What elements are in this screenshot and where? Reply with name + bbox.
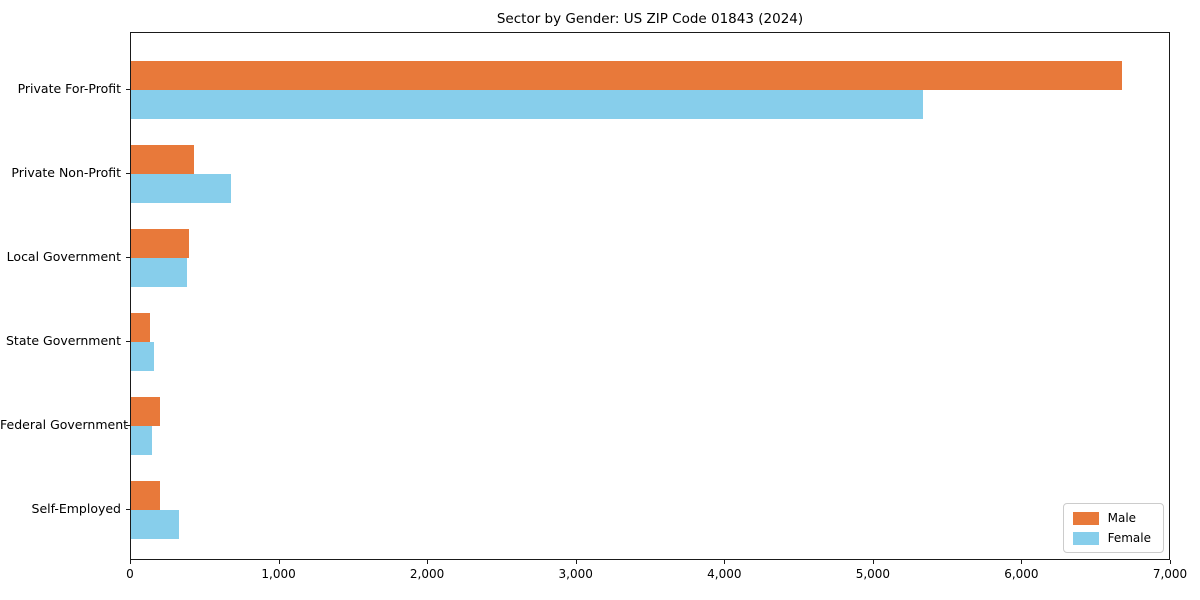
legend-label-female: Female [1107,531,1151,545]
x-axis-tick [872,560,874,564]
bar-male-5 [131,397,160,426]
bar-female-2 [131,174,231,203]
x-axis-tick [278,560,280,564]
chart-title: Sector by Gender: US ZIP Code 01843 (202… [496,11,804,27]
legend-item-female: Female [1072,531,1151,545]
x-axis-tick-label: 5,000 [855,567,891,581]
bar-female-6 [131,510,179,539]
bar-male-4 [131,313,151,342]
x-axis-tick-label: 0 [126,567,134,581]
y-axis-tick [126,257,130,258]
y-axis-label: Self-Employed [31,501,121,516]
y-axis-label: Private Non-Profit [11,165,121,180]
y-axis-label: Private For-Profit [17,81,121,96]
y-axis-tick [126,341,130,342]
legend: Male Female [1062,503,1164,553]
female-series-swatch [1072,531,1099,545]
x-axis-tick-label: 1,000 [261,567,296,581]
y-axis-tick [126,509,130,510]
bar-female-5 [131,426,152,455]
x-axis-tick [130,560,131,564]
bar-female-4 [131,342,154,371]
x-axis-tick-label: 4,000 [707,567,742,581]
y-axis-label: Federal Government [0,417,129,432]
y-axis-tick [126,425,130,426]
bar-male-2 [131,145,195,174]
bar-male-3 [131,229,189,258]
x-axis-tick-label: 6,000 [1004,567,1039,581]
x-axis-tick [724,560,726,564]
x-axis-tick [575,560,577,564]
y-axis-tick [126,173,130,174]
x-axis-tick [1170,560,1171,564]
legend-label-male: Male [1107,511,1137,525]
x-axis-tick-label: 7,000 [1152,567,1188,581]
x-axis-tick-label: 2,000 [409,567,445,581]
bar-male-1 [131,61,1122,90]
x-axis-tick-label: 3,000 [558,567,593,581]
male-series-swatch [1072,511,1099,525]
legend-item-male: Male [1072,511,1151,525]
plot-area: Male Female [130,32,1170,560]
x-axis-tick [427,560,429,564]
y-axis-label: State Government [5,333,121,348]
x-axis-tick [1021,560,1023,564]
y-axis-tick [126,89,130,90]
y-axis-label: Local Government [6,249,121,264]
bar-female-1 [131,90,923,119]
bar-male-6 [131,481,160,510]
bar-female-3 [131,258,187,287]
